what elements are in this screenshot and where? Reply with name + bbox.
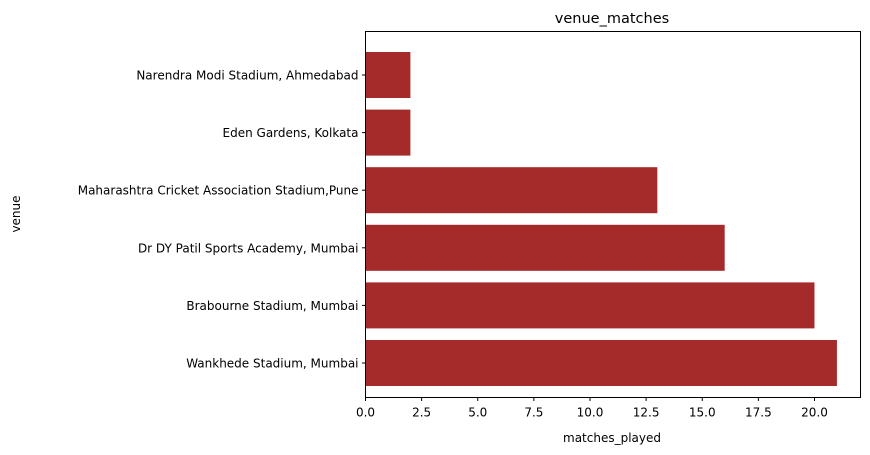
y-ticks: Wankhede Stadium, Mumbai Brabourne Stadiu… (78, 69, 366, 371)
x-tick-label: 12.5 (633, 406, 660, 420)
x-tick-label: 2.5 (412, 406, 431, 420)
y-tick-label: Eden Gardens, Kolkata (223, 126, 359, 140)
bar (365, 109, 411, 156)
y-tick-label: Wankhede Stadium, Mumbai (186, 357, 358, 371)
bars-group (365, 52, 837, 386)
chart-title: venue_matches (555, 11, 669, 27)
y-tick-label: Brabourne Stadium, Mumbai (186, 299, 358, 313)
x-axis-label: matches_played (563, 431, 661, 445)
x-ticks: 0.0 2.5 5.0 7.5 10.0 12.5 15.0 17.5 20.0 (356, 397, 828, 420)
bar (365, 167, 658, 214)
y-tick-label: Dr DY Patil Sports Academy, Mumbai (138, 241, 359, 255)
bar (365, 224, 725, 271)
x-tick-label: 15.0 (689, 406, 716, 420)
y-tick-label: Narendra Modi Stadium, Ahmedabad (136, 69, 358, 83)
y-tick-label: Maharashtra Cricket Association Stadium,… (78, 184, 359, 198)
bar (365, 52, 411, 98)
bar (365, 340, 837, 386)
x-tick-label: 17.5 (745, 406, 772, 420)
y-axis-label: venue (9, 195, 23, 232)
x-tick-label: 7.5 (524, 406, 543, 420)
plot-frame (365, 31, 861, 398)
x-tick-label: 5.0 (468, 406, 487, 420)
x-tick-label: 20.0 (801, 406, 828, 420)
bar (365, 282, 815, 329)
x-tick-label: 10.0 (577, 406, 604, 420)
x-tick-label: 0.0 (356, 406, 375, 420)
